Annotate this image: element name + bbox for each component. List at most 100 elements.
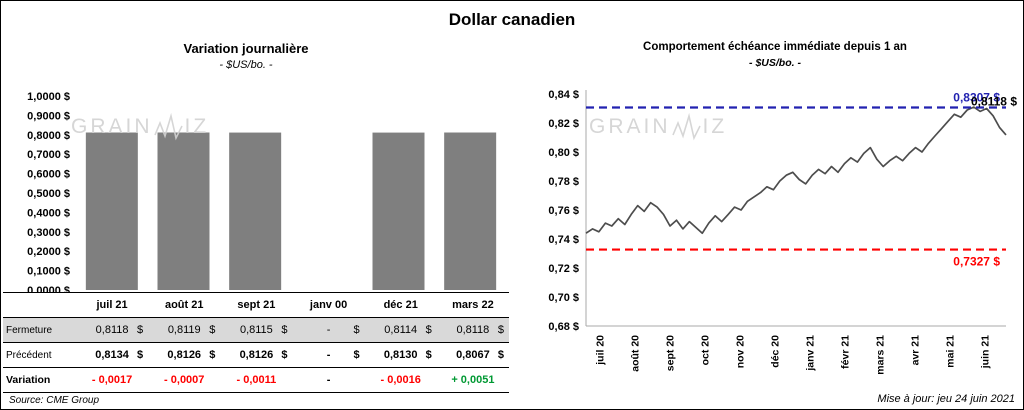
- bar: [85, 132, 138, 290]
- x-axis-tick-label: août 20: [630, 335, 642, 372]
- y-axis-tick-label: 0,84 $: [548, 89, 579, 101]
- table-row-fermeture: Fermeture 0,8118 $0,8119 $0,8115 $ - $0,8114 $0…: [3, 317, 509, 343]
- table-cell: - $: [292, 317, 365, 343]
- x-axis-tick-label: mai 21: [945, 335, 957, 368]
- bar: [444, 132, 497, 290]
- month-header: sept 21: [220, 292, 293, 318]
- y-axis-tick-label: 0,78 $: [548, 176, 579, 188]
- table-cell: 0,8119 $: [148, 317, 221, 343]
- cell-value: - 0,0007: [164, 374, 205, 386]
- last-price-label: 0,8118 $: [971, 94, 1017, 108]
- x-axis-tick-label: mars 21: [875, 335, 887, 375]
- update-note: Mise à jour: jeu 24 juin 2021: [877, 393, 1015, 405]
- currency-symbol: $: [425, 324, 432, 336]
- y-axis-tick-label: 0,6000 $: [27, 169, 70, 181]
- table-cell: 0,8067 $: [436, 342, 509, 368]
- table-corner-cell: [3, 292, 76, 318]
- x-axis-tick-label: janv 21: [805, 335, 817, 372]
- y-axis-tick-label: 0,76 $: [548, 205, 579, 217]
- table-cell: 0,8118 $: [436, 317, 509, 343]
- table-cell: + 0,0051: [436, 367, 509, 393]
- resistance-label: 0,8307 $: [953, 90, 1000, 104]
- table-cell: 0,8114 $: [364, 317, 437, 343]
- currency-symbol: $: [425, 349, 432, 361]
- y-axis-tick-label: 0,70 $: [548, 292, 579, 304]
- month-header: déc 21: [364, 292, 437, 318]
- right-chart-subtitle: - $US/bo. -: [749, 57, 801, 69]
- table-cell: 0,8134 $: [76, 342, 149, 368]
- bar: [372, 132, 425, 290]
- cell-value: - 0,0016: [380, 374, 421, 386]
- cell-value: 0,8118: [95, 324, 129, 336]
- row-label: Fermeture: [3, 317, 76, 343]
- y-axis-tick-label: 0,2000 $: [27, 246, 70, 258]
- y-axis-tick-label: 0,1000 $: [27, 266, 70, 278]
- cell-value: -: [326, 374, 331, 386]
- table-header-row: juil 21 août 21 sept 21 janv 00 déc 21 mars 2…: [3, 292, 509, 318]
- y-axis-tick-label: 0,8000 $: [27, 130, 70, 142]
- bar: [157, 132, 210, 290]
- x-axis-tick-label: avr 21: [910, 335, 922, 366]
- left-chart-title: Variation journalière: [183, 41, 309, 56]
- currency-symbol: $: [353, 349, 360, 361]
- bar: [229, 132, 282, 290]
- x-axis-tick-label: juil 20: [595, 335, 607, 366]
- cell-value: 0,8130: [383, 349, 418, 361]
- y-axis-tick-label: 0,82 $: [548, 118, 579, 130]
- source-note: Source: CME Group: [9, 395, 100, 406]
- table-cell: - 0,0007: [148, 367, 221, 393]
- y-axis-tick-label: 0,3000 $: [27, 227, 70, 239]
- month-header: août 21: [148, 292, 221, 318]
- y-axis-tick-label: 0,68 $: [548, 321, 579, 333]
- x-axis-tick-label: déc 20: [770, 335, 782, 368]
- table-cell: -: [292, 367, 365, 393]
- y-axis-tick-label: 0,5000 $: [27, 188, 70, 200]
- y-axis-tick-label: 0,72 $: [548, 263, 579, 275]
- cell-value: 0,8115: [239, 324, 273, 336]
- cell-value: 0,8118: [456, 324, 490, 336]
- left-chart-subtitle: - $US/bo. -: [219, 59, 273, 71]
- cell-value: 0,8119: [167, 324, 201, 336]
- support-label: 0,7327 $: [953, 255, 1000, 269]
- currency-symbol: $: [137, 324, 144, 336]
- table-cell: - 0,0011: [220, 367, 293, 393]
- table-cell: - $: [292, 342, 365, 368]
- table-cell: - 0,0017: [76, 367, 149, 393]
- currency-symbol: $: [281, 349, 288, 361]
- y-axis-tick-label: 1,0000 $: [27, 91, 70, 103]
- table-cell: - 0,0016: [364, 367, 437, 393]
- y-axis-tick-label: 0,74 $: [548, 234, 579, 246]
- table-cell: 0,8126 $: [220, 342, 293, 368]
- right-chart-title: Comportement échéance immédiate depuis 1…: [643, 41, 907, 53]
- table-row-variation: Variation - 0,0017 - 0,0007 - 0,0011 - - 0,00…: [3, 367, 509, 393]
- cell-value: - 0,0011: [236, 374, 277, 386]
- currency-symbol: $: [209, 349, 216, 361]
- cell-value: + 0,0051: [451, 374, 495, 386]
- month-header: mars 22: [436, 292, 509, 318]
- currency-symbol: $: [209, 324, 216, 336]
- currency-symbol: $: [353, 324, 360, 336]
- table-cell: 0,8118 $: [76, 317, 149, 343]
- page-title: Dollar canadien: [448, 10, 576, 29]
- cell-value: 0,8067: [456, 349, 490, 361]
- table-cell: 0,8126 $: [148, 342, 221, 368]
- cell-value: -: [326, 349, 331, 361]
- variation-table-body: Fermeture 0,8118 $0,8119 $0,8115 $ - $0,8114 $0…: [3, 317, 509, 393]
- currency-symbol: $: [497, 324, 504, 336]
- variation-table-head: juil 21 août 21 sept 21 janv 00 déc 21 mars 2…: [3, 292, 509, 318]
- month-header: janv 00: [292, 292, 365, 318]
- y-axis-tick-label: 0,7000 $: [27, 149, 70, 161]
- row-label: Variation: [3, 367, 76, 393]
- x-axis-tick-label: oct 20: [700, 335, 712, 366]
- x-axis-tick-label: juin 21: [980, 335, 992, 369]
- cell-value: 0,8114: [384, 324, 418, 336]
- currency-symbol: $: [497, 349, 504, 361]
- cell-value: - 0,0017: [91, 374, 133, 386]
- currency-symbol: $: [137, 349, 144, 361]
- x-axis-tick-label: sept 20: [665, 335, 677, 371]
- x-axis-tick-label: févr 21: [840, 335, 852, 369]
- row-label: Précédent: [3, 342, 76, 368]
- y-axis-tick-label: 0,0000 $: [27, 285, 70, 292]
- cell-value: 0,8126: [239, 349, 274, 361]
